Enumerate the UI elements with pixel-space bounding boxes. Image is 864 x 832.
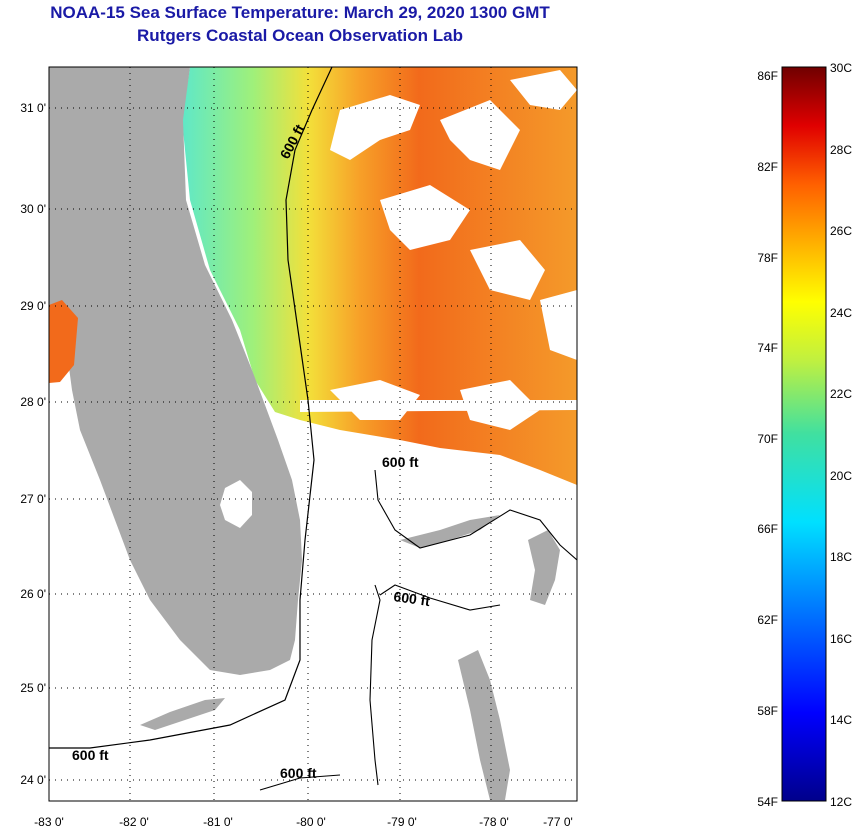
lon-label-83: -83 0' bbox=[34, 815, 64, 829]
colorbar-f-86: 86F bbox=[757, 69, 778, 83]
colorbar-f-58: 58F bbox=[757, 704, 778, 718]
colorbar-f-70: 70F bbox=[757, 432, 778, 446]
colorbar-c-20: 20C bbox=[830, 469, 852, 483]
florida-keys bbox=[140, 698, 225, 730]
lat-label-27: 27 0' bbox=[20, 492, 46, 506]
lon-label-81: -81 0' bbox=[203, 815, 233, 829]
map-frame bbox=[48, 66, 578, 802]
graticule bbox=[49, 67, 577, 801]
cloud-cover bbox=[300, 70, 577, 430]
isobath-label-bahamas-north: 600 ft bbox=[382, 454, 419, 470]
grand-bahama bbox=[400, 515, 500, 548]
colorbar-f-82: 82F bbox=[757, 160, 778, 174]
isobath-label-florida-straits: 600 ft bbox=[72, 747, 109, 763]
colorbar-f-66: 66F bbox=[757, 522, 778, 536]
colorbar-c-14: 14C bbox=[830, 713, 852, 727]
lat-label-26: 26 0' bbox=[20, 587, 46, 601]
colorbar-f-74: 74F bbox=[757, 341, 778, 355]
lat-label-30: 30 0' bbox=[20, 202, 46, 216]
lon-label-80: -80 0' bbox=[296, 815, 326, 829]
map-title: NOAA-15 Sea Surface Temperature: March 2… bbox=[50, 3, 550, 22]
colorbar-c-22: 22C bbox=[830, 387, 852, 401]
sst-field bbox=[182, 67, 577, 485]
colorbar-c-24: 24C bbox=[830, 306, 852, 320]
lon-label-78: -78 0' bbox=[479, 815, 509, 829]
lat-label-29: 29 0' bbox=[20, 299, 46, 313]
lat-label-31: 31 0' bbox=[20, 101, 46, 115]
lat-label-25: 25 0' bbox=[20, 681, 46, 695]
abaco-island bbox=[528, 530, 560, 605]
gulf-sst-strip bbox=[49, 300, 78, 383]
lon-label-77: -77 0' bbox=[543, 815, 573, 829]
map-subtitle: Rutgers Coastal Ocean Observation Lab bbox=[137, 26, 463, 45]
colorbar-f-78: 78F bbox=[757, 251, 778, 265]
colorbar-c-16: 16C bbox=[830, 632, 852, 646]
colorbar-c-12: 12C bbox=[830, 795, 852, 809]
lat-label-24: 24 0' bbox=[20, 773, 46, 787]
isobath-label-bahamas-mid: 600 ft bbox=[393, 588, 432, 609]
colorbar-c-18: 18C bbox=[830, 550, 852, 564]
colorbar-c-28: 28C bbox=[830, 143, 852, 157]
colorbar-f-62: 62F bbox=[757, 613, 778, 627]
lat-label-28: 28 0' bbox=[20, 395, 46, 409]
andros-island bbox=[458, 650, 510, 800]
isobath-label-south: 600 ft bbox=[280, 765, 317, 781]
lake-okeechobee bbox=[220, 480, 252, 528]
lon-label-79: -79 0' bbox=[387, 815, 417, 829]
isobath-600ft-south bbox=[259, 774, 341, 791]
colorbar-c-26: 26C bbox=[830, 224, 852, 238]
isobath-600ft-florida bbox=[49, 67, 333, 749]
lon-label-82: -82 0' bbox=[119, 815, 149, 829]
isobath-600ft-bahamas bbox=[369, 469, 577, 786]
colorbar bbox=[781, 66, 827, 802]
colorbar-c-30: 30C bbox=[830, 61, 852, 75]
colorbar-f-54: 54F bbox=[757, 795, 778, 809]
